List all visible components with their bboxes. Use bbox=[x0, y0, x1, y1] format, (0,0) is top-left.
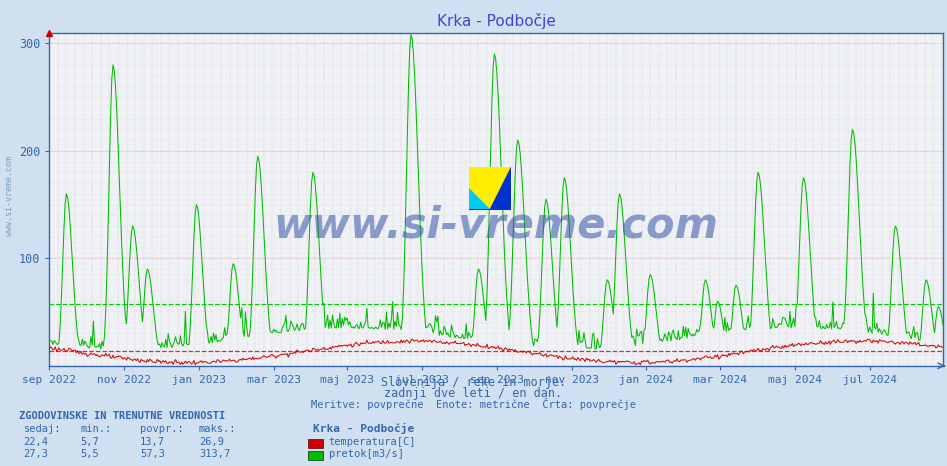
Text: 5,5: 5,5 bbox=[80, 449, 99, 459]
Polygon shape bbox=[469, 189, 491, 210]
Text: min.:: min.: bbox=[80, 425, 112, 434]
Polygon shape bbox=[469, 167, 511, 210]
Text: sedaj:: sedaj: bbox=[24, 425, 62, 434]
Text: zadnji dve leti / en dan.: zadnji dve leti / en dan. bbox=[384, 387, 563, 400]
Text: Meritve: povprečne  Enote: metrične  Črta: povprečje: Meritve: povprečne Enote: metrične Črta:… bbox=[311, 398, 636, 410]
Text: www.si-vreme.com: www.si-vreme.com bbox=[274, 205, 719, 247]
Text: 22,4: 22,4 bbox=[24, 437, 48, 446]
Text: 13,7: 13,7 bbox=[140, 437, 165, 446]
Text: 27,3: 27,3 bbox=[24, 449, 48, 459]
Text: temperatura[C]: temperatura[C] bbox=[329, 437, 416, 446]
Polygon shape bbox=[469, 167, 511, 210]
Text: 313,7: 313,7 bbox=[199, 449, 230, 459]
Text: 5,7: 5,7 bbox=[80, 437, 99, 446]
Text: Krka - Podbočje: Krka - Podbočje bbox=[313, 424, 414, 434]
Title: Krka - Podbočje: Krka - Podbočje bbox=[437, 13, 556, 29]
Text: Slovenija / reke in morje.: Slovenija / reke in morje. bbox=[381, 376, 566, 389]
Text: povpr.:: povpr.: bbox=[140, 425, 184, 434]
Text: ZGODOVINSKE IN TRENUTNE VREDNOSTI: ZGODOVINSKE IN TRENUTNE VREDNOSTI bbox=[19, 411, 225, 421]
Text: 26,9: 26,9 bbox=[199, 437, 223, 446]
Text: www.si-vreme.com: www.si-vreme.com bbox=[5, 156, 14, 236]
Text: maks.:: maks.: bbox=[199, 425, 237, 434]
Text: 57,3: 57,3 bbox=[140, 449, 165, 459]
Text: pretok[m3/s]: pretok[m3/s] bbox=[329, 449, 403, 459]
